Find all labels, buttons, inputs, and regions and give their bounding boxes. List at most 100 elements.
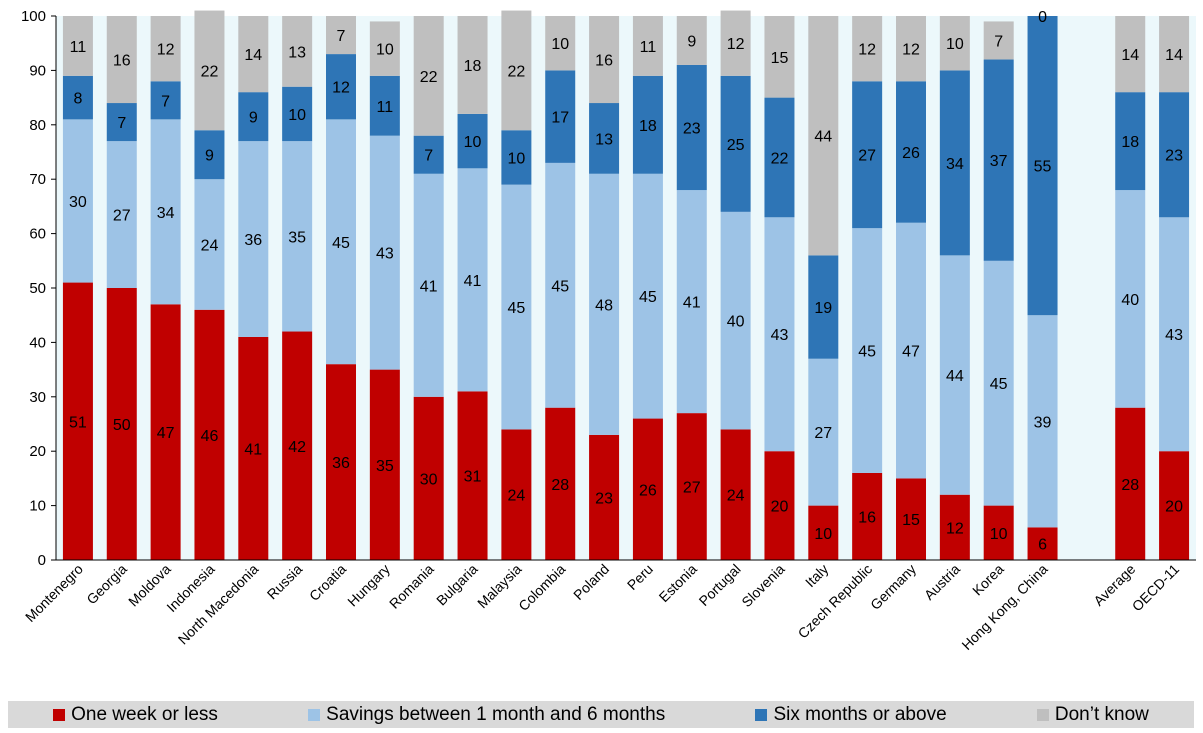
data-label: 16 bbox=[595, 53, 613, 70]
bar-segment bbox=[589, 103, 620, 174]
data-label: 10 bbox=[814, 526, 832, 543]
data-label: 0 bbox=[1038, 9, 1047, 26]
data-label: 18 bbox=[1121, 134, 1139, 151]
bar-segment bbox=[983, 59, 1014, 261]
x-category-label: Montenegro bbox=[22, 561, 86, 625]
data-label: 51 bbox=[69, 414, 87, 431]
x-category-label: Italy bbox=[802, 561, 831, 590]
bar-segment bbox=[238, 141, 269, 337]
data-label: 45 bbox=[639, 289, 657, 306]
bar-segment bbox=[676, 413, 707, 560]
bar-segment bbox=[150, 81, 181, 120]
data-label: 26 bbox=[639, 482, 657, 499]
data-label: 22 bbox=[201, 63, 219, 80]
bar-segment bbox=[413, 396, 444, 560]
bar-segment bbox=[589, 173, 620, 435]
bar-segment bbox=[764, 97, 795, 218]
y-tick-label: 90 bbox=[29, 62, 46, 79]
bar-segment bbox=[1159, 92, 1190, 218]
bar-segment bbox=[501, 429, 532, 560]
x-category-label: Estonia bbox=[656, 561, 700, 605]
data-label: 11 bbox=[377, 99, 394, 116]
bar-segment bbox=[1159, 217, 1190, 452]
data-label: 10 bbox=[507, 150, 525, 167]
data-label: 39 bbox=[1034, 414, 1052, 431]
bar-segment bbox=[194, 179, 225, 310]
data-label: 7 bbox=[161, 93, 170, 110]
y-tick-label: 60 bbox=[29, 226, 46, 243]
bar-segment bbox=[1115, 16, 1146, 93]
data-label: 44 bbox=[814, 129, 832, 146]
bar-segment bbox=[238, 16, 269, 93]
data-label: 30 bbox=[69, 194, 87, 211]
data-label: 20 bbox=[771, 499, 789, 516]
data-label: 16 bbox=[858, 509, 876, 526]
legend-swatch-six-months-plus bbox=[755, 708, 768, 721]
bar-segment bbox=[720, 75, 751, 212]
x-category-label: Peru bbox=[624, 561, 656, 593]
bar-segment bbox=[1115, 190, 1146, 408]
data-label: 10 bbox=[464, 134, 482, 151]
bar-segment bbox=[939, 70, 970, 256]
data-label: 10 bbox=[990, 526, 1008, 543]
legend-swatch-dont-know bbox=[1036, 708, 1049, 721]
bar-segment bbox=[413, 16, 444, 136]
data-label: 7 bbox=[994, 33, 1003, 50]
data-label: 27 bbox=[113, 208, 131, 225]
bar-segment bbox=[939, 16, 970, 71]
bar-segment bbox=[369, 135, 400, 370]
y-tick-label: 20 bbox=[29, 443, 46, 460]
data-label: 10 bbox=[551, 36, 569, 53]
bar-segment bbox=[501, 184, 532, 430]
bar-segment bbox=[62, 16, 93, 76]
data-label: 44 bbox=[946, 368, 964, 385]
bar-segment bbox=[896, 81, 926, 223]
data-label: 10 bbox=[376, 42, 394, 59]
bar-segment bbox=[106, 288, 137, 560]
bar-segment bbox=[369, 21, 400, 76]
bar-segment bbox=[632, 75, 663, 174]
bar-segment bbox=[545, 16, 576, 71]
data-label: 43 bbox=[376, 246, 394, 263]
bar-segment bbox=[676, 16, 707, 65]
data-label: 47 bbox=[902, 344, 920, 361]
bar-segment bbox=[852, 81, 883, 229]
legend-swatch-one-week bbox=[53, 708, 66, 721]
x-category-label: Korea bbox=[969, 561, 1007, 599]
legend-item-one-week: One week or less bbox=[53, 704, 218, 726]
x-category-label: Georgia bbox=[83, 561, 130, 608]
data-label: 10 bbox=[946, 36, 964, 53]
data-label: 26 bbox=[902, 145, 920, 162]
data-label: 6 bbox=[1038, 537, 1047, 554]
bar-segment bbox=[282, 16, 313, 87]
data-label: 40 bbox=[727, 314, 745, 331]
bar-segment bbox=[501, 10, 532, 131]
bar-segment bbox=[852, 472, 883, 560]
x-category-label: Hong Kong, China bbox=[958, 561, 1050, 653]
data-label: 22 bbox=[771, 150, 789, 167]
data-label: 34 bbox=[946, 156, 964, 173]
x-category-label: Bulgaria bbox=[433, 561, 481, 609]
bar-segment bbox=[1159, 16, 1190, 93]
bar-segment bbox=[62, 119, 93, 283]
data-label: 27 bbox=[814, 425, 832, 442]
data-label: 45 bbox=[332, 235, 350, 252]
data-label: 12 bbox=[858, 42, 876, 59]
data-label: 50 bbox=[113, 417, 131, 434]
data-label: 23 bbox=[595, 490, 613, 507]
bar-segment bbox=[764, 217, 795, 452]
data-label: 23 bbox=[1165, 148, 1183, 165]
legend-label-six-months-plus: Six months or above bbox=[773, 703, 947, 725]
bar-segment bbox=[589, 16, 620, 104]
data-label: 11 bbox=[70, 39, 87, 56]
data-label: 27 bbox=[683, 480, 701, 497]
bar-segment bbox=[1027, 16, 1058, 316]
bar-segment bbox=[457, 391, 488, 560]
y-tick-label: 30 bbox=[29, 389, 46, 406]
data-label: 45 bbox=[858, 344, 876, 361]
data-label: 37 bbox=[990, 153, 1008, 170]
data-label: 12 bbox=[157, 42, 175, 59]
data-label: 7 bbox=[424, 148, 433, 165]
bar-segment bbox=[808, 255, 839, 359]
bar-segment bbox=[676, 64, 707, 191]
